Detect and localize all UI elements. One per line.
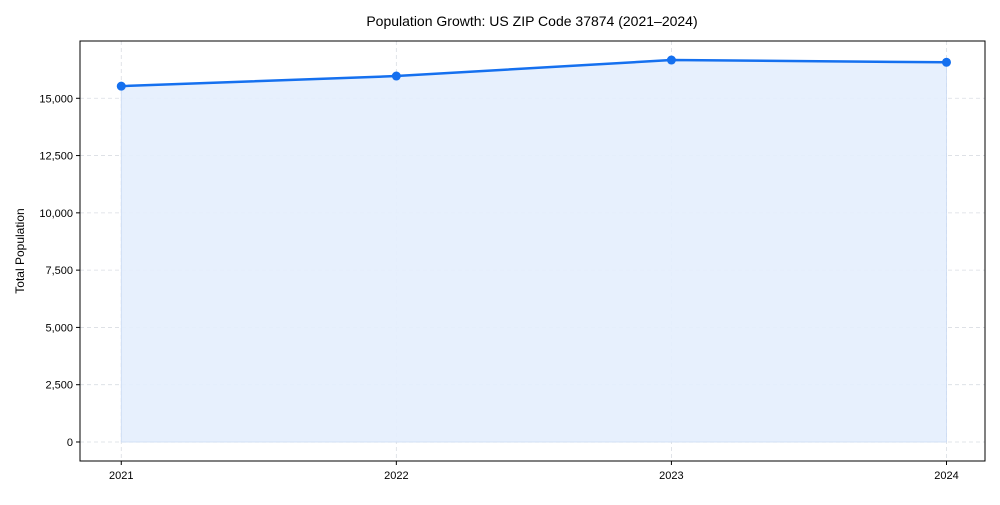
y-tick-label: 12,500 xyxy=(39,151,73,163)
series-line xyxy=(121,58,947,88)
chart-title: Population Growth: US ZIP Code 37874 (20… xyxy=(366,13,697,29)
data-point xyxy=(666,55,676,65)
plot-frame xyxy=(79,40,986,462)
y-tick-label: 5,000 xyxy=(45,322,73,334)
y-axis-label: Total Population xyxy=(13,208,27,293)
y-tick-label: 10,000 xyxy=(39,208,73,220)
y-tick-label: 0 xyxy=(67,437,73,449)
y-tick-label: 7,500 xyxy=(45,265,73,277)
y-tick-label: 15,000 xyxy=(39,93,73,105)
data-point xyxy=(116,81,126,91)
x-tick-label: 2022 xyxy=(384,470,408,482)
x-axis: 2021 2022 2023 2024 xyxy=(109,461,959,482)
y-tick-label: 2,500 xyxy=(45,380,73,392)
area-fill xyxy=(120,59,947,443)
y-axis: 0 2,500 5,000 7,500 10,000 12,500 15,000 xyxy=(39,93,80,449)
data-points xyxy=(116,55,951,91)
x-tick-label: 2021 xyxy=(109,470,133,482)
x-tick-label: 2023 xyxy=(659,470,683,482)
data-point xyxy=(941,57,951,67)
data-point xyxy=(391,71,401,81)
x-tick-label: 2024 xyxy=(934,470,958,482)
